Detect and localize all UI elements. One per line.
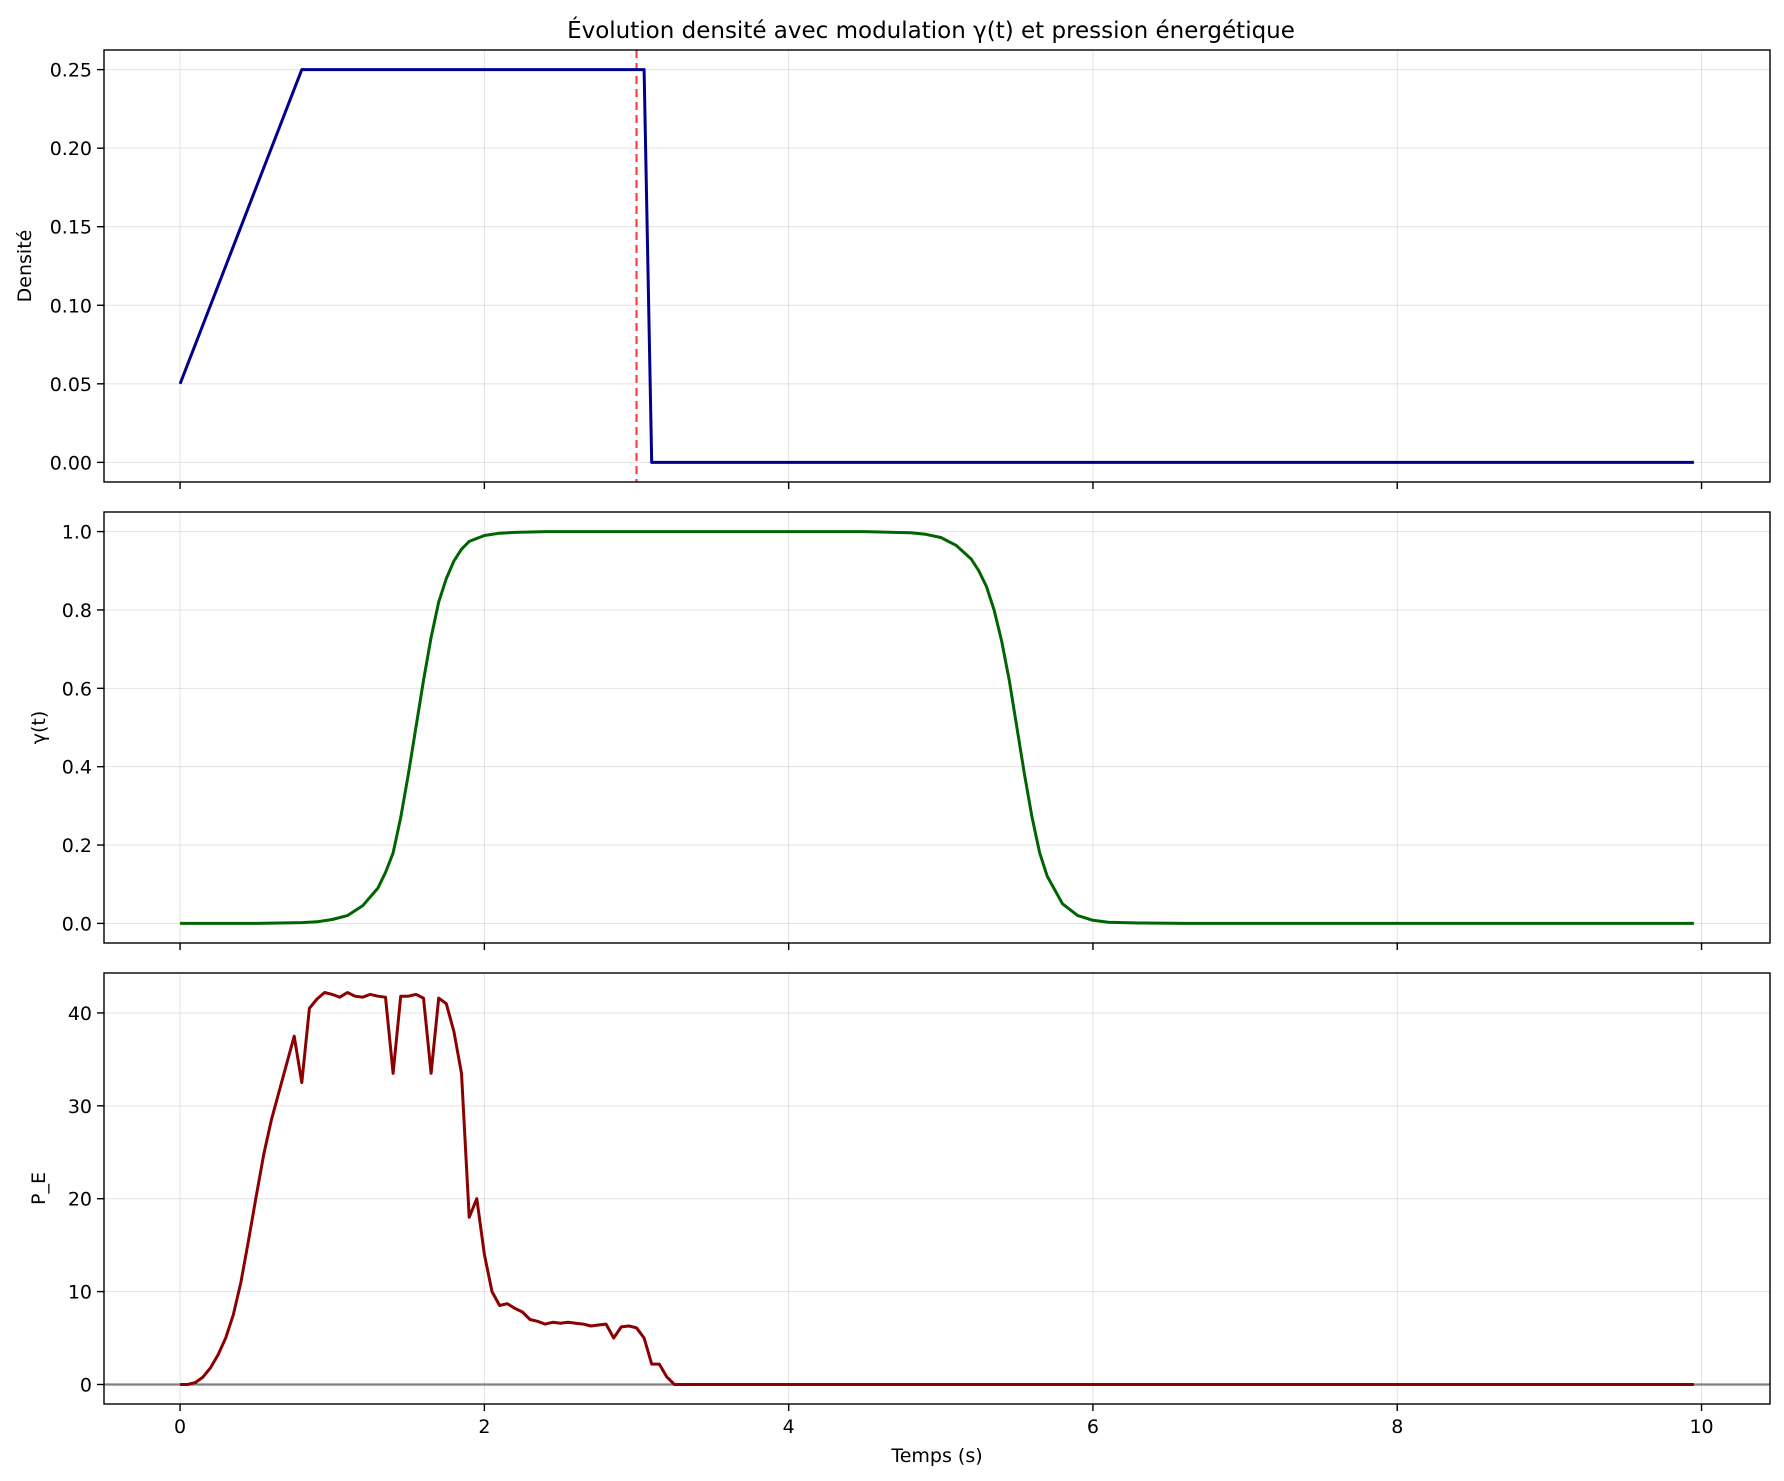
y-tick-label-1: 0.05 bbox=[50, 374, 92, 396]
y-tick-label-4: 0.8 bbox=[62, 600, 92, 622]
y-axis-label-1: Densité bbox=[14, 230, 36, 303]
plot-frame bbox=[103, 49, 1771, 483]
panels: 0.00 0.05 0.10 0.15 0.20 0.25 Densité 0.0 0.2 0.4… bbox=[14, 49, 1771, 1467]
y-tick-label-0: 0.0 bbox=[62, 913, 92, 935]
subplot-1: 0.00 0.05 0.10 0.15 0.20 0.25 Densité bbox=[14, 49, 1771, 489]
series-line-1 bbox=[178, 68, 1694, 464]
x-tick-label-5: 10 bbox=[1689, 1416, 1713, 1438]
x-tick-label-3: 6 bbox=[1087, 1416, 1099, 1438]
y-tick-label-5: 0.25 bbox=[50, 60, 92, 82]
series-line-2 bbox=[180, 530, 1694, 925]
y-tick-label-2: 20 bbox=[68, 1189, 92, 1211]
x-tick-label-2: 4 bbox=[783, 1416, 795, 1438]
x-tick-label-0: 0 bbox=[174, 1416, 186, 1438]
plot-frame bbox=[103, 511, 1771, 944]
y-tick-label-4: 40 bbox=[68, 1003, 92, 1025]
y-tick-label-1: 0.2 bbox=[62, 835, 92, 857]
y-tick-label-2: 0.4 bbox=[62, 757, 92, 779]
series-line-3 bbox=[180, 991, 1694, 1386]
y-tick-label-1: 10 bbox=[68, 1282, 92, 1304]
subplot-2: 0.0 0.2 0.4 0.6 0.8 1.0 γ(t) bbox=[28, 511, 1771, 950]
y-tick-label-3: 0.6 bbox=[62, 678, 92, 700]
y-tick-label-3: 0.15 bbox=[50, 217, 92, 239]
y-tick-label-0: 0 bbox=[80, 1374, 92, 1396]
x-tick-label-4: 8 bbox=[1391, 1416, 1403, 1438]
y-tick-label-4: 0.20 bbox=[50, 138, 92, 160]
y-axis-label-2: γ(t) bbox=[28, 711, 50, 745]
x-axis-label: Temps (s) bbox=[890, 1445, 982, 1467]
y-axis-label-3: P_E bbox=[28, 1172, 50, 1205]
y-tick-label-5: 1.0 bbox=[62, 522, 92, 544]
y-tick-label-2: 0.10 bbox=[50, 295, 92, 317]
chart-title: Évolution densité avec modulation γ(t) e… bbox=[567, 16, 1295, 44]
subplot-3: 0 2 4 6 8 10 0 10 20 30 40 P_E Temps (s) bbox=[28, 972, 1771, 1467]
x-tick-label-1: 2 bbox=[478, 1416, 490, 1438]
y-tick-label-0: 0.00 bbox=[50, 452, 92, 474]
plot-frame bbox=[103, 972, 1771, 1405]
y-tick-label-3: 30 bbox=[68, 1096, 92, 1118]
